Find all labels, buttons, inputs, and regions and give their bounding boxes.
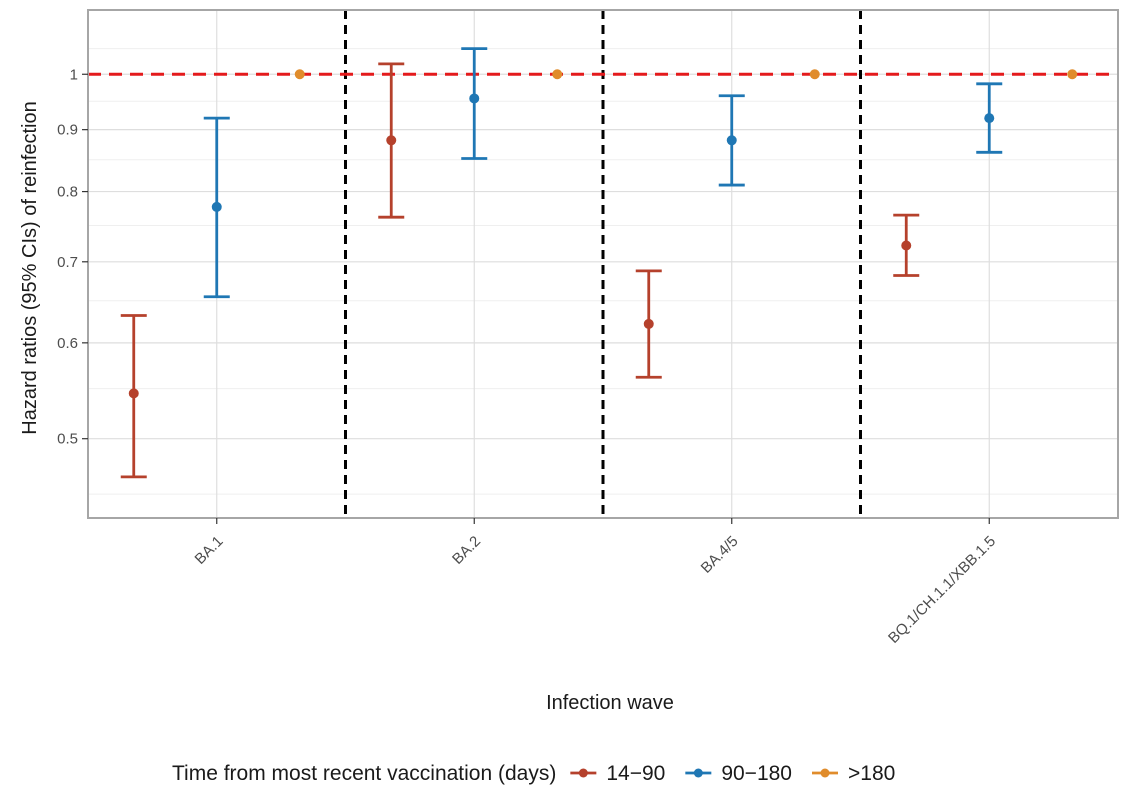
- data-point: [128, 388, 139, 399]
- data-point: [901, 240, 912, 251]
- plot-panel-border: [87, 9, 1119, 519]
- x-tick-label: BA.1: [192, 533, 227, 568]
- data-point: [643, 318, 654, 329]
- data-point: [386, 135, 397, 146]
- wave-separators: [344, 10, 862, 518]
- data-point: [984, 113, 995, 124]
- series-layer: [120, 47, 1078, 479]
- data-point: [552, 69, 563, 80]
- series-group: [120, 62, 920, 479]
- legend-label: 90−180: [721, 762, 792, 785]
- legend-key-point: [693, 768, 703, 778]
- legend-title: Time from most recent vaccination (days): [172, 762, 556, 785]
- legend-item: >180: [812, 762, 895, 785]
- data-point: [809, 69, 820, 80]
- legend-item: 90−180: [685, 762, 792, 785]
- legend-item: 14−90: [570, 762, 665, 785]
- data-point: [1067, 69, 1078, 80]
- x-axis-title: Infection wave: [546, 692, 674, 714]
- y-axis-title: Hazard ratios (95% CIs) of reinfection: [19, 101, 41, 434]
- x-tick-label: BA.2: [449, 533, 484, 568]
- legend: Time from most recent vaccination (days)…: [172, 762, 895, 785]
- data-point: [469, 93, 480, 104]
- y-tick-label: 1: [70, 66, 78, 83]
- y-tick-label: 0.6: [57, 335, 78, 352]
- series-group: [203, 47, 1003, 299]
- data-point: [294, 69, 305, 80]
- data-point: [726, 135, 737, 146]
- legend-key-point: [578, 768, 588, 778]
- y-tick-label: 0.7: [57, 254, 78, 271]
- legend-label: >180: [848, 762, 895, 785]
- y-tick-label: 0.5: [57, 431, 78, 448]
- x-axis-ticks: BA.1 BA.2 BA.4/5 BQ.1/CH.1.1/XBB.1.5: [192, 518, 999, 647]
- legend-key-point: [820, 768, 830, 778]
- y-axis-ticks: 0.5 0.6 0.7 0.8 0.9 1: [57, 66, 88, 448]
- legend-label: 14−90: [606, 762, 665, 785]
- y-tick-label: 0.8: [57, 184, 78, 201]
- y-tick-label: 0.9: [57, 122, 78, 139]
- data-point: [211, 201, 222, 212]
- series-group: [294, 69, 1078, 80]
- x-tick-label: BQ.1/CH.1.1/XBB.1.5: [885, 533, 999, 647]
- x-tick-label: BA.4/5: [698, 533, 742, 577]
